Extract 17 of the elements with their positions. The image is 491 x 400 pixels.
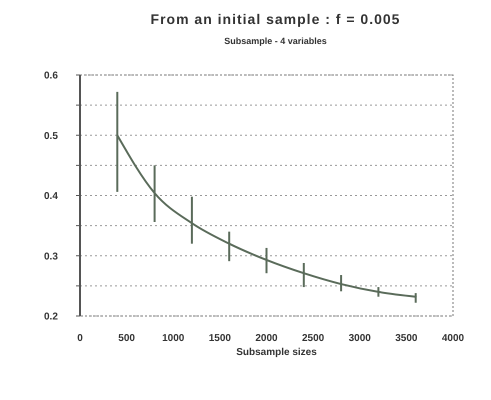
y-tick-label: 0.2: [44, 312, 58, 322]
x-tick-label: 4000: [442, 333, 465, 344]
x-tick-label: 2500: [302, 333, 325, 344]
x-tick-label: 500: [118, 333, 136, 344]
x-tick-label: 0: [77, 333, 84, 344]
chart-subtitle: Subsample - 4 variables: [224, 36, 327, 46]
x-tick-label: 2000: [255, 333, 278, 344]
x-axis-title: Subsample sizes: [236, 347, 318, 358]
x-tick-label: 1000: [162, 333, 185, 344]
y-tick-label: 0.3: [44, 251, 58, 262]
chart-title: From an initial sample : f = 0.005: [150, 11, 400, 27]
y-tick-label: 0.4: [44, 191, 58, 202]
x-tick-label: 3000: [348, 333, 372, 344]
x-tick-label: 1500: [208, 333, 232, 344]
y-tick-label: 0.5: [44, 130, 58, 142]
y-tick-label: 0.6: [44, 70, 58, 82]
x-tick-label: 3500: [395, 333, 418, 344]
